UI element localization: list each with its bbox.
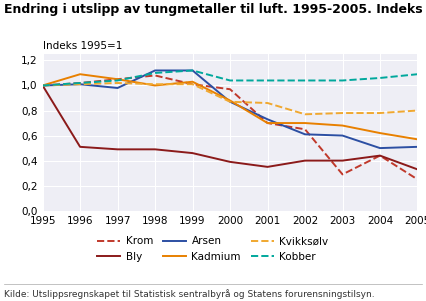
Kvikksølv xyxy=(153,82,158,86)
Kadmium xyxy=(190,80,195,84)
Krom xyxy=(115,77,120,81)
Kadmium xyxy=(415,138,420,141)
Arsen xyxy=(227,100,233,104)
Arsen xyxy=(265,117,270,121)
Line: Bly: Bly xyxy=(43,85,417,169)
Line: Kvikksølv: Kvikksølv xyxy=(43,83,417,114)
Kvikksølv xyxy=(227,100,233,104)
Kobber xyxy=(340,79,345,82)
Krom xyxy=(415,178,420,181)
Kobber xyxy=(153,71,158,75)
Kvikksølv xyxy=(265,101,270,105)
Kadmium xyxy=(153,84,158,87)
Kadmium xyxy=(302,121,308,125)
Arsen xyxy=(340,134,345,137)
Kobber xyxy=(302,79,308,82)
Kadmium xyxy=(115,77,120,81)
Kadmium xyxy=(78,73,83,76)
Kvikksølv xyxy=(40,84,45,87)
Kadmium xyxy=(227,99,233,102)
Kobber xyxy=(40,84,45,87)
Kvikksølv xyxy=(340,111,345,115)
Kobber xyxy=(265,79,270,82)
Kadmium xyxy=(377,131,383,135)
Kvikksølv xyxy=(415,109,420,112)
Line: Kadmium: Kadmium xyxy=(43,74,417,139)
Bly xyxy=(227,160,233,164)
Bly xyxy=(302,159,308,163)
Kobber xyxy=(78,81,83,85)
Kvikksølv xyxy=(377,111,383,115)
Arsen xyxy=(40,84,45,87)
Legend: Krom, Bly, Arsen, Kadmium, Kvikksølv, Kobber: Krom, Bly, Arsen, Kadmium, Kvikksølv, Ko… xyxy=(93,232,333,266)
Kvikksølv xyxy=(190,82,195,86)
Kobber xyxy=(115,79,120,82)
Arsen xyxy=(377,146,383,150)
Kvikksølv xyxy=(115,81,120,85)
Kvikksølv xyxy=(78,82,83,86)
Bly xyxy=(40,84,45,87)
Bly xyxy=(265,165,270,169)
Kadmium xyxy=(40,84,45,87)
Krom xyxy=(153,74,158,77)
Krom xyxy=(227,87,233,91)
Line: Arsen: Arsen xyxy=(43,70,417,148)
Text: Kilde: Utslippsregnskapet til Statistisk sentralbyrå og Statens forurensningstil: Kilde: Utslippsregnskapet til Statistisk… xyxy=(4,290,375,299)
Bly xyxy=(340,159,345,163)
Kadmium xyxy=(265,121,270,125)
Bly xyxy=(153,147,158,151)
Arsen xyxy=(415,145,420,149)
Bly xyxy=(415,168,420,171)
Line: Kobber: Kobber xyxy=(43,70,417,85)
Kobber xyxy=(227,79,233,82)
Bly xyxy=(78,145,83,149)
Kobber xyxy=(377,76,383,80)
Krom xyxy=(190,82,195,86)
Kadmium xyxy=(340,124,345,127)
Kobber xyxy=(190,69,195,72)
Bly xyxy=(190,151,195,155)
Krom xyxy=(302,128,308,131)
Bly xyxy=(377,154,383,157)
Arsen xyxy=(78,82,83,86)
Krom xyxy=(265,121,270,125)
Kobber xyxy=(415,73,420,76)
Arsen xyxy=(190,69,195,72)
Arsen xyxy=(302,132,308,136)
Krom xyxy=(340,172,345,176)
Krom xyxy=(40,84,45,87)
Kvikksølv xyxy=(302,113,308,116)
Arsen xyxy=(153,69,158,72)
Line: Krom: Krom xyxy=(43,76,417,179)
Arsen xyxy=(115,86,120,90)
Bly xyxy=(115,147,120,151)
Text: Endring i utslipp av tungmetaller til luft. 1995-2005. Indeks 1995=1: Endring i utslipp av tungmetaller til lu… xyxy=(4,3,426,16)
Krom xyxy=(377,154,383,157)
Text: Indeks 1995=1: Indeks 1995=1 xyxy=(43,41,122,51)
Krom xyxy=(78,81,83,85)
